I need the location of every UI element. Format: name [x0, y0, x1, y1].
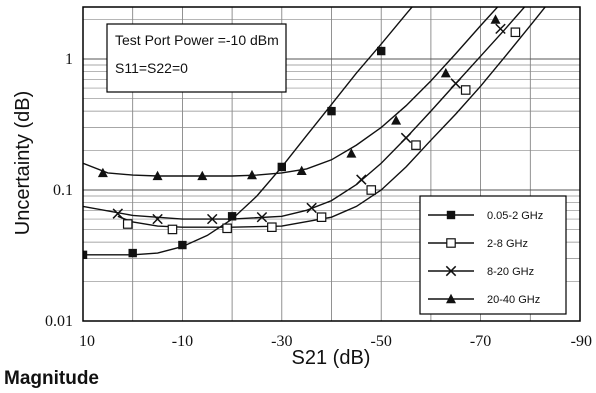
data-point-open-square — [317, 213, 325, 221]
data-point-open-square — [268, 223, 276, 231]
legend-label: 2-8 GHz — [487, 238, 528, 250]
data-point-filled-square — [377, 47, 385, 55]
data-point-filled-square — [278, 163, 286, 171]
data-point-filled-square — [447, 211, 455, 219]
annotation-box: Test Port Power =-10 dBm S11=S22=0 — [107, 24, 286, 92]
x-tick-label: -10 — [172, 333, 193, 350]
uncertainty-chart: 10 -10 -30 -50 -70 -90 0.01 0.1 1 S21 (dB) Unce… — [0, 0, 596, 370]
legend-label: 20-40 GHz — [487, 294, 540, 306]
y-tick-labels: 0.01 0.1 1 — [45, 51, 73, 330]
data-point-filled-square — [129, 249, 137, 257]
y-tick-label: 1 — [65, 51, 73, 68]
annotation-power: Test Port Power =-10 dBm — [115, 32, 279, 48]
legend: 0.05-2 GHz 2-8 GHz 8-20 GHz 20-40 GHz — [420, 196, 566, 314]
data-point-filled-square — [427, 0, 435, 1]
x-tick-label: 10 — [79, 333, 95, 350]
data-point-open-square — [124, 220, 132, 228]
data-point-open-square — [447, 239, 455, 247]
legend-label: 0.05-2 GHz — [487, 210, 543, 222]
annotation-s-params: S11=S22=0 — [115, 60, 188, 76]
y-axis-label: Uncertainty (dB) — [12, 91, 34, 236]
data-point-open-square — [511, 28, 519, 36]
magnitude-caption: Magnitude — [4, 368, 99, 390]
x-tick-label: -70 — [470, 333, 491, 350]
x-tick-label: -30 — [271, 333, 292, 350]
data-point-filled-square — [327, 107, 335, 115]
y-tick-label: 0.1 — [53, 182, 73, 199]
legend-label: 8-20 GHz — [487, 266, 534, 278]
data-point-open-square — [412, 141, 420, 149]
data-point-filled-square — [178, 241, 186, 249]
x-axis-label: S21 (dB) — [292, 347, 371, 369]
data-point-open-square — [223, 224, 231, 232]
x-tick-label: -90 — [571, 333, 592, 350]
data-point-open-square — [367, 186, 375, 194]
data-point-open-square — [461, 86, 469, 94]
y-tick-label: 0.01 — [45, 313, 73, 330]
data-point-open-square — [168, 225, 176, 233]
x-tick-label: -50 — [371, 333, 392, 350]
data-point-filled-square — [228, 212, 236, 220]
